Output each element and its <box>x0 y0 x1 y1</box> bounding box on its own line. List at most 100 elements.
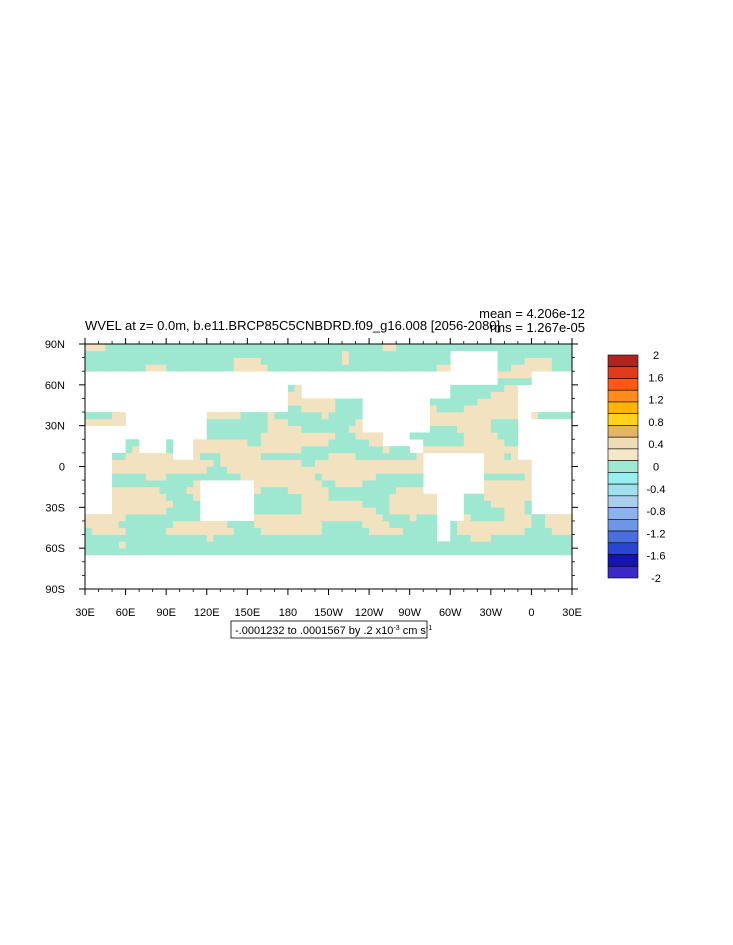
field-cell <box>484 473 492 481</box>
field-cell <box>402 480 410 488</box>
field-cell <box>206 473 214 481</box>
field-cell <box>497 534 505 542</box>
field-cell <box>335 534 343 542</box>
field-cell <box>524 473 532 481</box>
field-cell <box>247 527 255 535</box>
field-cell <box>470 391 478 399</box>
field-cell <box>308 459 316 467</box>
field-cell <box>159 514 167 522</box>
field-cell <box>193 446 201 454</box>
colorbar-swatch <box>607 472 639 485</box>
field-cell <box>355 364 363 372</box>
field-cell <box>179 364 187 372</box>
field-cell <box>531 520 539 529</box>
field-cell <box>348 459 356 467</box>
field-cell <box>254 507 262 515</box>
field-cell <box>355 425 363 433</box>
field-cell <box>193 350 201 358</box>
field-cell <box>254 344 262 352</box>
field-cell <box>362 541 370 549</box>
field-cell <box>166 364 174 372</box>
field-cell <box>166 520 174 529</box>
field-cell <box>375 527 383 535</box>
field-cell <box>551 514 559 522</box>
field-cell <box>342 548 350 556</box>
field-cell <box>524 486 532 495</box>
field-cell <box>220 459 228 467</box>
colorbar-swatch <box>607 519 639 532</box>
field-cell <box>389 364 397 372</box>
field-cell <box>517 466 525 474</box>
colorbar-label: -1.6 <box>647 551 666 563</box>
field-cell <box>450 384 458 392</box>
field-cell <box>321 486 329 495</box>
field-cell <box>105 418 113 426</box>
field-cell <box>112 500 120 508</box>
field-cell <box>342 459 350 467</box>
field-cell <box>132 459 140 467</box>
field-cell <box>504 391 512 399</box>
field-cell <box>538 520 546 529</box>
field-cell <box>517 507 525 515</box>
field-cell <box>260 534 268 542</box>
field-cell <box>159 480 167 488</box>
field-cell <box>287 507 295 515</box>
field-cell <box>484 398 492 406</box>
field-cell <box>328 446 336 454</box>
field-cell <box>220 364 228 372</box>
field-cell <box>457 398 465 406</box>
field-cell <box>105 520 113 529</box>
field-cell <box>362 534 370 542</box>
field-cell <box>227 412 235 420</box>
field-cell <box>166 534 174 542</box>
field-cell <box>328 452 336 460</box>
field-cell <box>247 473 255 481</box>
field-cell <box>240 541 248 549</box>
field-cell <box>314 452 323 460</box>
field-cell <box>85 541 93 549</box>
field-cell <box>477 432 485 440</box>
field-cell <box>490 500 498 508</box>
field-cell <box>497 452 505 460</box>
field-cell <box>402 507 410 515</box>
field-cell <box>186 548 194 556</box>
field-cell <box>294 398 302 406</box>
field-cell <box>416 514 424 522</box>
field-cell <box>511 507 519 515</box>
field-cell <box>382 344 390 352</box>
field-cell <box>375 486 383 495</box>
field-cell <box>504 534 512 542</box>
field-cell <box>132 344 140 352</box>
field-cell <box>166 493 174 501</box>
field-cell <box>429 520 438 529</box>
field-cell <box>511 398 519 406</box>
field-cell <box>369 446 377 454</box>
field-cell <box>477 446 485 454</box>
field-cell <box>314 344 323 352</box>
field-cell <box>396 459 404 467</box>
field-cell <box>457 520 465 529</box>
field-cell <box>294 452 302 460</box>
field-cell <box>490 446 498 454</box>
field-cell <box>125 439 133 447</box>
field-cell <box>416 432 424 440</box>
field-cell <box>342 446 350 454</box>
field-cell <box>159 541 167 549</box>
field-cell <box>308 364 316 372</box>
field-cell <box>328 480 336 488</box>
field-cell <box>281 459 289 467</box>
field-cell <box>396 514 404 522</box>
field-cell <box>328 357 336 365</box>
field-cell <box>206 527 214 535</box>
field-cell <box>382 452 390 460</box>
field-cell <box>423 520 431 529</box>
field-cell <box>477 391 485 399</box>
field-cell <box>321 527 329 535</box>
y-tick-label: 60N <box>45 380 65 392</box>
field-cell <box>423 446 431 454</box>
field-cell <box>497 412 505 420</box>
field-cell <box>382 514 390 522</box>
field-cell <box>538 412 546 420</box>
field-cell <box>220 344 228 352</box>
field-cell <box>497 527 505 535</box>
